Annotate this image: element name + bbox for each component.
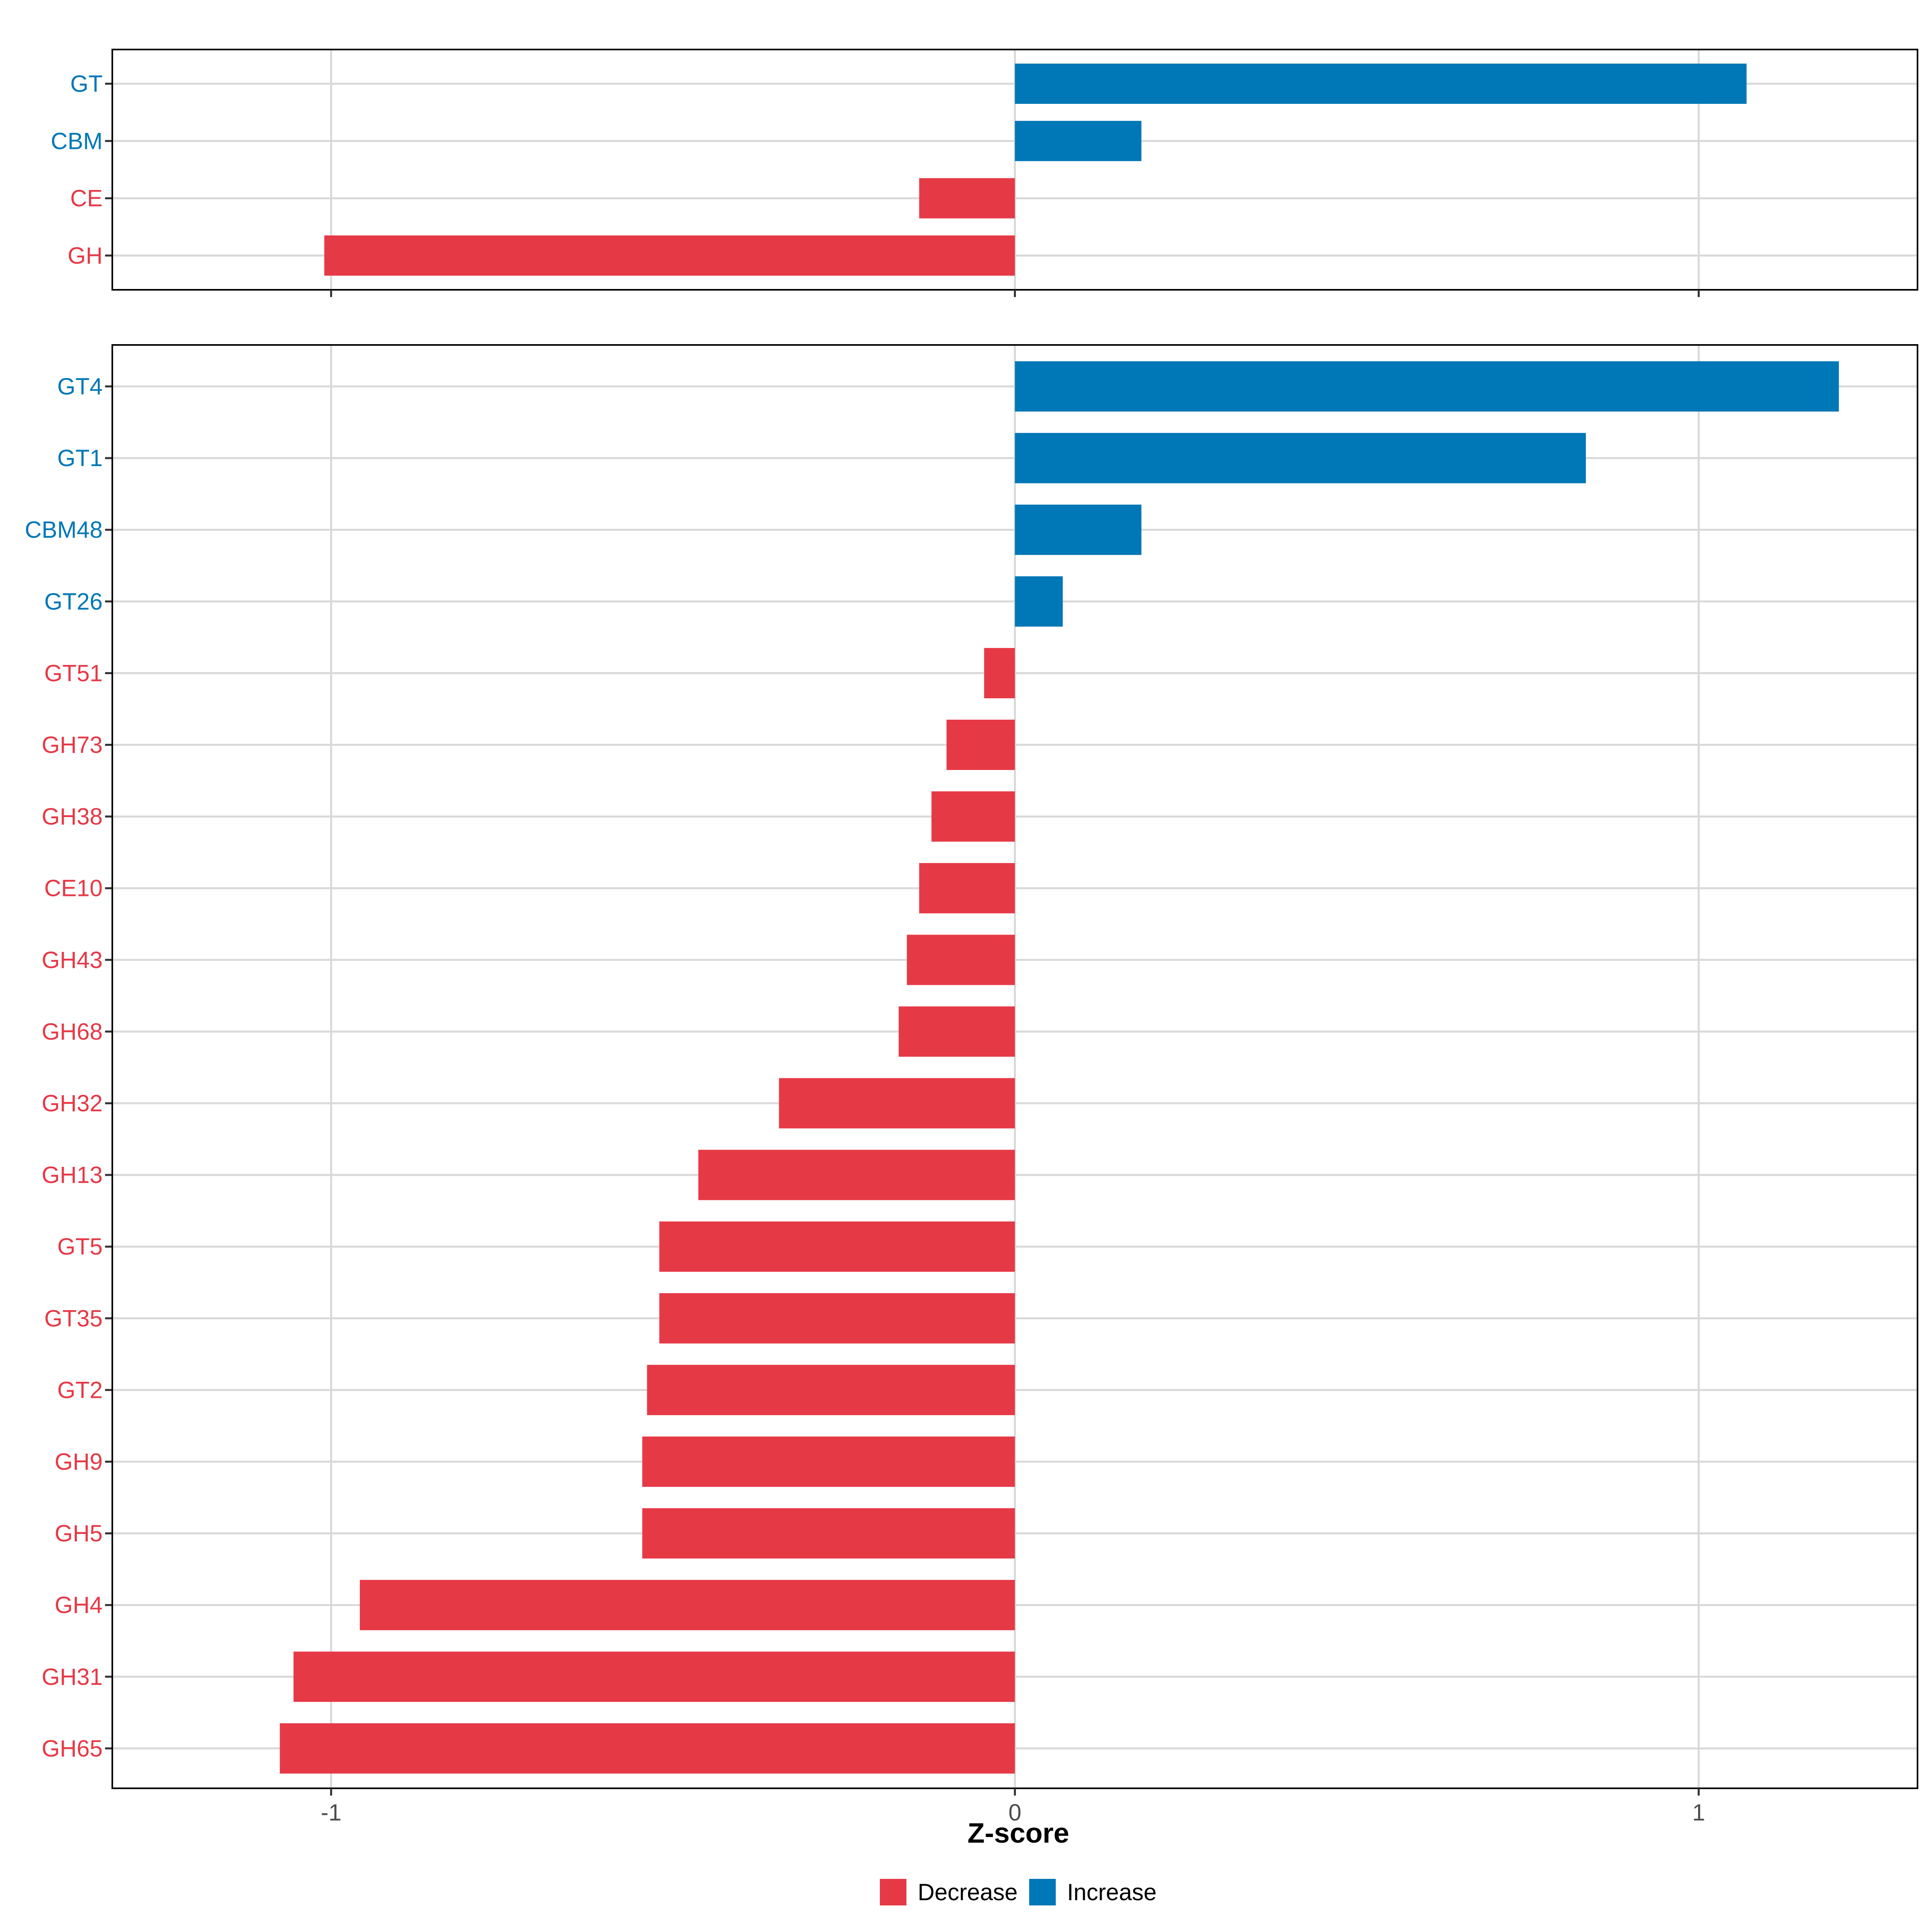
y-tick-label-ce: CE	[70, 186, 103, 212]
y-tick-label-gh43: GH43	[41, 947, 103, 973]
y-tick-label-gt26: GT26	[44, 588, 103, 615]
x-tick-label: 1	[1692, 1800, 1705, 1826]
legend-swatch-increase	[1029, 1879, 1056, 1905]
y-tick-label-gh5: GH5	[55, 1521, 103, 1547]
y-tick-label-gt35: GT35	[44, 1305, 103, 1331]
x-axis-title: Z-score	[968, 1817, 1069, 1849]
bar-gt5	[659, 1221, 1015, 1272]
y-tick-label-gh65: GH65	[41, 1736, 103, 1762]
bar-gt4	[1015, 361, 1839, 412]
bar-gt51	[984, 648, 1015, 698]
y-tick-label-gh13: GH13	[41, 1162, 103, 1188]
bar-gt26	[1015, 576, 1063, 627]
top-panel: GT CBM CE GH	[51, 49, 1918, 297]
legend-swatch-decrease	[880, 1879, 906, 1905]
bar-ce	[919, 178, 1015, 219]
y-tick-label-gt2: GT2	[57, 1377, 103, 1403]
bar-gt	[1015, 64, 1747, 104]
bar-gh5	[642, 1508, 1015, 1559]
bar-gh4	[359, 1580, 1015, 1631]
legend-label-increase: Increase	[1067, 1879, 1156, 1905]
y-tick-label-cbm48: CBM48	[25, 517, 103, 543]
y-tick-label-gh38: GH38	[41, 804, 103, 830]
bar-ce10	[919, 863, 1015, 914]
bar-gt2	[647, 1364, 1015, 1415]
bar-gh43	[907, 935, 1015, 985]
bar-gh65	[280, 1723, 1015, 1774]
x-tick-label: -1	[321, 1800, 342, 1826]
x-tick-label: 0	[1008, 1800, 1021, 1826]
bar-gh68	[898, 1006, 1015, 1057]
bar-cbm	[1015, 121, 1141, 161]
y-tick-label-cbm: CBM	[51, 128, 103, 154]
x-axis-ticks: -1 0 1	[321, 1800, 1705, 1826]
bar-gh31	[293, 1651, 1015, 1702]
bar-gt1	[1015, 433, 1586, 483]
bar-gh13	[698, 1150, 1015, 1200]
legend-label-decrease: Decrease	[918, 1879, 1018, 1905]
y-tick-label-gh32: GH32	[41, 1090, 103, 1117]
bar-gh32	[779, 1078, 1015, 1129]
y-tick-label-gh9: GH9	[55, 1449, 103, 1475]
y-tick-label-gh4: GH4	[55, 1592, 103, 1618]
y-tick-label-gt51: GT51	[44, 660, 103, 686]
y-tick-label-gt: GT	[70, 71, 103, 97]
y-tick-label-gt5: GT5	[57, 1234, 103, 1260]
y-tick-label-gh68: GH68	[41, 1019, 103, 1045]
bar-gh	[324, 235, 1015, 276]
y-tick-label-gt4: GT4	[57, 374, 103, 400]
bottom-panel: GT4 GT1 CBM48 GT26 GT51 GH73 GH38 CE10 GH43 GH68 G…	[25, 344, 1918, 1796]
legend: Decrease Increase	[880, 1879, 1156, 1905]
bar-cbm48	[1015, 504, 1141, 555]
bar-gt35	[659, 1293, 1015, 1344]
bar-gh9	[642, 1437, 1015, 1487]
bar-gh73	[946, 720, 1015, 770]
y-tick-label-gh: GH	[68, 243, 103, 269]
y-tick-label-gh31: GH31	[41, 1664, 103, 1690]
y-tick-label-ce10: CE10	[44, 875, 103, 902]
y-tick-label-gt1: GT1	[57, 445, 103, 471]
y-tick-label-gh73: GH73	[41, 732, 103, 758]
bar-gh38	[931, 791, 1015, 842]
